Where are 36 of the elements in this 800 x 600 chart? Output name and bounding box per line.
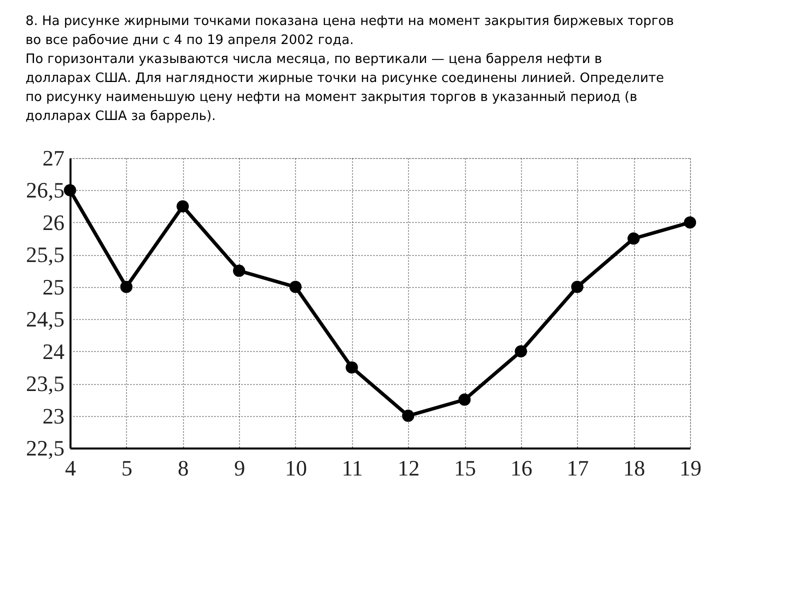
point xyxy=(571,280,584,293)
point xyxy=(232,264,246,277)
y-tick-label: 26,5 xyxy=(26,178,64,203)
y-tick-label: 22,5 xyxy=(26,436,64,460)
point xyxy=(458,394,471,406)
point xyxy=(514,345,528,358)
x-tick-label: 12 xyxy=(398,456,420,480)
point xyxy=(120,280,132,293)
point xyxy=(684,216,696,229)
x-tick-label: 8 xyxy=(178,456,189,480)
y-tick-label: 23 xyxy=(42,403,64,428)
point xyxy=(64,184,76,196)
y-tick-label: 24 xyxy=(42,338,64,364)
y-tick-label: 25,5 xyxy=(26,242,64,268)
y-tick-label: 25 xyxy=(42,274,64,300)
x-tick-label: 17 xyxy=(566,456,589,480)
y-tick-label: 27 xyxy=(42,146,64,170)
x-tick-label: 4 xyxy=(65,456,76,480)
point xyxy=(346,361,358,374)
y-tick-label: 23,5 xyxy=(26,371,64,396)
chart-subtitle: По горизонтали указываются числа месяца, по вертикали — цена барреля нефти в долларах США. Для наглядности жирные точки на рисунке соединены линией. Определите по рисунку наименьшую цену нефти на момент закрытия торгов в указанный период (в долларах США за баррель). xyxy=(26,52,664,124)
y-tick-label: 24,5 xyxy=(26,306,64,332)
y-tick-label: 26 xyxy=(42,210,64,235)
x-tick-label: 16 xyxy=(510,456,532,480)
point xyxy=(176,200,189,212)
x-tick-label: 9 xyxy=(234,456,246,480)
x-tick-label: 11 xyxy=(342,456,363,480)
chart-title: 8. На рисунке жирными точками показана цена нефти на момент закрытия биржевых торгов во все рабочие дни с 4 по 19 апреля 2002 года. xyxy=(26,14,674,48)
x-tick-label: 5 xyxy=(121,456,132,480)
x-tick-label: 18 xyxy=(623,456,646,480)
x-tick-label: 10 xyxy=(284,456,307,480)
x-tick-label: 15 xyxy=(454,456,476,480)
point xyxy=(289,280,302,293)
point xyxy=(628,232,640,245)
point xyxy=(402,410,414,422)
x-tick-label: 19 xyxy=(680,456,702,480)
